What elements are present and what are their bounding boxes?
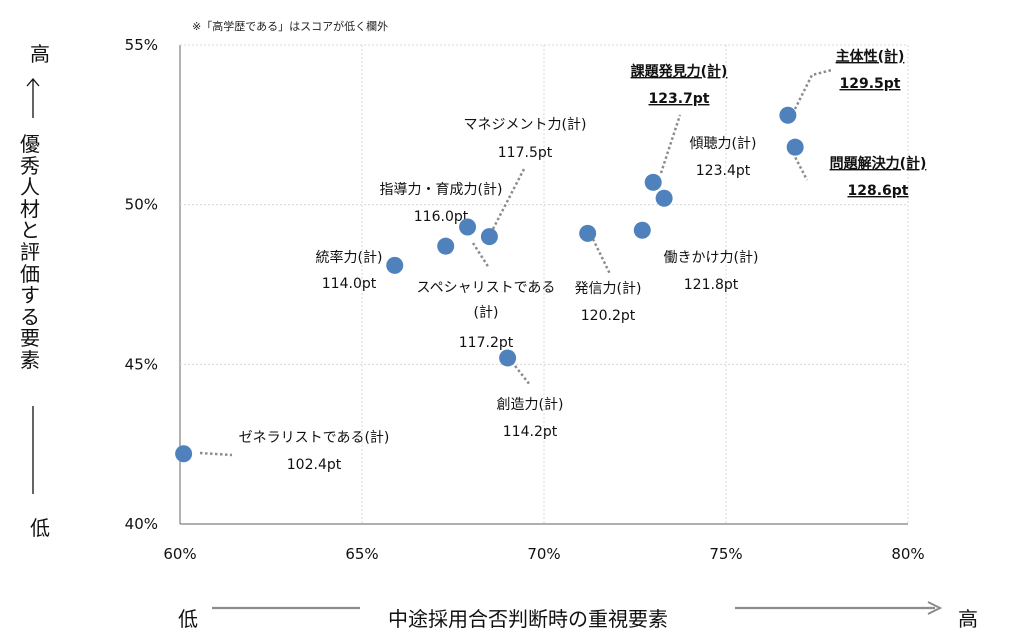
point-score: 120.2pt — [581, 308, 636, 324]
point-label: 問題解決力(計) — [830, 155, 927, 172]
leader-line — [591, 238, 612, 275]
leader-line — [199, 451, 233, 457]
point-label: 課題発見力(計) — [631, 63, 728, 80]
data-point — [786, 138, 804, 156]
data-point — [779, 106, 797, 124]
x-tick-label: 65% — [345, 545, 378, 563]
point-label: マネジメント力(計) — [464, 117, 587, 133]
data-point — [633, 221, 651, 239]
leader-line — [791, 152, 809, 181]
data-point — [459, 218, 477, 236]
y-tick-label: 55% — [125, 36, 158, 54]
point-score: 114.0pt — [322, 276, 377, 292]
data-point — [499, 349, 517, 367]
point-label: 発信力(計) — [575, 281, 642, 297]
point-label: 創造力(計) — [497, 397, 564, 413]
leader-line — [491, 166, 527, 230]
data-point — [437, 237, 455, 255]
y-tick-label: 40% — [125, 515, 158, 533]
point-label: スペシャリストである — [417, 280, 556, 296]
point-score: 129.5pt — [840, 76, 901, 92]
point-label: 統率力(計) — [316, 249, 383, 266]
y-tick-label: 50% — [125, 196, 158, 214]
point-label: ゼネラリストである(計) — [239, 430, 390, 446]
y-axis-low-label: 低 — [30, 516, 50, 540]
leader-line — [471, 242, 491, 269]
point-score: 117.2pt — [459, 335, 514, 351]
footnote: ※「高学歴である」はスコアが低く欄外 — [192, 20, 389, 33]
data-point — [386, 256, 404, 274]
data-point — [480, 228, 498, 246]
point-score: 102.4pt — [287, 457, 342, 473]
x-tick-label: 60% — [163, 545, 196, 563]
point-score: 114.2pt — [503, 424, 558, 440]
data-point — [655, 189, 673, 207]
leader-line — [511, 361, 531, 386]
y-axis-high-label: 高 — [30, 42, 50, 66]
point-label: 働きかけ力(計) — [664, 250, 759, 266]
point-score: 117.5pt — [498, 145, 553, 161]
y-arrow-head — [26, 78, 40, 87]
point-label: (計) — [474, 305, 499, 321]
x-arrow-head — [927, 601, 943, 615]
leader-line — [793, 68, 833, 110]
point-label: 傾聴力(計) — [690, 136, 757, 152]
x-tick-label: 70% — [527, 545, 560, 563]
point-label: 主体性(計) — [836, 48, 905, 65]
leader-line — [659, 114, 682, 174]
y-axis-label: 優秀人材と評価する要素 — [20, 132, 40, 372]
point-label: 指導力・育成力(計) — [380, 182, 503, 198]
x-axis-low-label: 低 — [178, 607, 198, 631]
point-score: 121.8pt — [684, 277, 739, 293]
data-point — [579, 224, 597, 242]
x-axis-high-label: 高 — [958, 607, 978, 631]
point-score: 123.7pt — [649, 91, 710, 107]
x-tick-label: 75% — [709, 545, 742, 563]
data-point — [644, 173, 662, 191]
point-score: 123.4pt — [696, 163, 751, 179]
point-score: 128.6pt — [848, 183, 909, 199]
x-axis-label: 中途採用合否判断時の重視要素 — [388, 607, 668, 631]
data-point — [175, 445, 193, 463]
point-score: 116.0pt — [414, 209, 469, 225]
x-tick-label: 80% — [891, 545, 924, 563]
y-tick-label: 45% — [125, 355, 158, 373]
